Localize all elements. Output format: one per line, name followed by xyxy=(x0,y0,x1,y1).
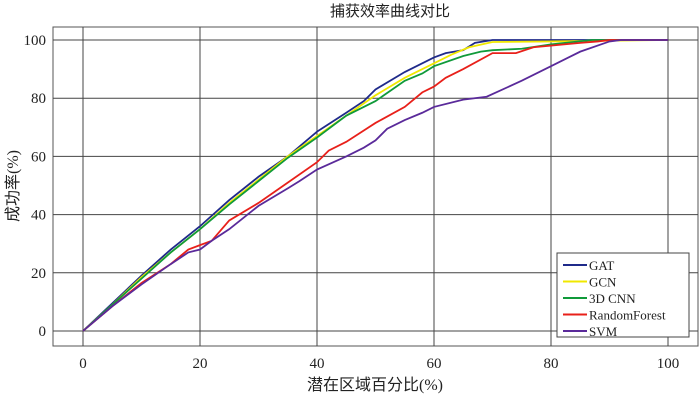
y-axis-label: 成功率(%) xyxy=(4,150,22,222)
y-tick-label: 100 xyxy=(24,33,47,49)
legend-box xyxy=(556,252,690,338)
y-tick-label: 20 xyxy=(31,266,46,282)
y-tick-label: 0 xyxy=(39,324,47,340)
plot-frame xyxy=(52,26,699,347)
chart-title: 捕获效率曲线对比 xyxy=(330,3,450,20)
legend-label: RandomForest xyxy=(589,308,666,323)
legend-label: SVM xyxy=(589,324,618,339)
x-tick-label: 100 xyxy=(657,356,680,372)
y-tick-label: 80 xyxy=(31,91,46,107)
x-tick-label: 80 xyxy=(544,356,559,372)
series-line-3d-cnn xyxy=(82,39,668,332)
legend-label: GAT xyxy=(589,258,614,273)
series-line-randomforest xyxy=(82,39,668,332)
y-tick-label: 60 xyxy=(31,149,46,165)
legend-label: 3D CNN xyxy=(589,291,636,306)
y-tick-label: 40 xyxy=(31,208,46,224)
series-line-svm xyxy=(82,39,668,332)
x-tick-label: 20 xyxy=(193,356,208,372)
x-tick-label: 60 xyxy=(427,356,442,372)
x-tick-label: 0 xyxy=(79,356,87,372)
legend-label: GCN xyxy=(589,275,617,290)
x-axis-label: 潜在区域百分比(%) xyxy=(307,376,443,394)
x-tick-label: 40 xyxy=(310,356,325,372)
